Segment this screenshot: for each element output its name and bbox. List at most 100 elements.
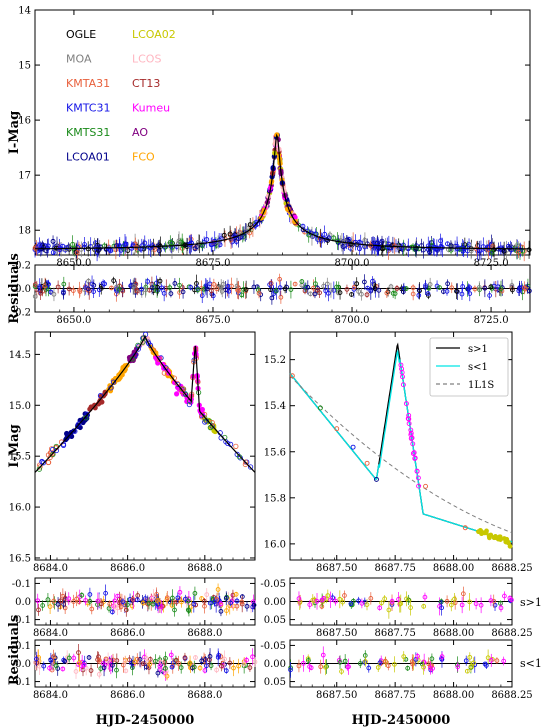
zoom-right-point: [405, 416, 411, 422]
res-left-2-point: [244, 657, 249, 663]
zoom-left-xtick-label: 8684.0: [33, 563, 68, 574]
res-left-2-point: [96, 657, 102, 663]
res-left-1-point: [201, 598, 207, 604]
main-point: [32, 245, 38, 251]
main-point: [327, 232, 333, 238]
main-residuals-point: [499, 288, 505, 294]
main-point: [399, 245, 405, 251]
main-residuals-point: [372, 286, 378, 291]
zoom-right-xlabel: HJD-2450000: [352, 713, 451, 727]
res-right-2-point: [345, 664, 350, 670]
main-residuals-point: [487, 293, 492, 298]
zoom-right-point: [410, 451, 416, 456]
main-residuals-point: [344, 287, 350, 292]
main-residuals-point: [498, 286, 504, 292]
zoom-left-panel: 8684.0 8686.0 8688.0 14.5 15.0 15.5 16.0 16.5: [9, 331, 256, 574]
main-residuals-point: [256, 290, 262, 296]
zoom-left-point: [174, 380, 180, 387]
main-residuals-ytick-label: 0.0: [15, 284, 31, 295]
zoom-right-point: [415, 475, 421, 481]
res-left-2-point: [236, 663, 241, 669]
res-left-2-point: [204, 663, 209, 669]
zoom-right-point: [399, 370, 405, 375]
main-residuals-point: [394, 286, 400, 291]
main-residuals-point: [370, 278, 375, 284]
res-left-1-point: [218, 601, 224, 607]
main-residuals-point: [331, 287, 337, 293]
main-residuals-point: [325, 290, 331, 296]
main-point: [106, 246, 112, 252]
res-left-1-point: [154, 598, 160, 603]
legend-entry: OGLE: [66, 28, 96, 41]
res-left-1-point: [107, 601, 113, 607]
main-residuals-point: [254, 284, 260, 290]
main-point: [244, 228, 250, 234]
main-residuals-point: [134, 288, 140, 294]
res-left-1-point: [172, 607, 177, 613]
zoom-right-legend-label: s<1: [468, 362, 488, 373]
main-residuals-point: [167, 285, 173, 290]
zoom-left-point: [45, 459, 51, 466]
res-left-2-point: [86, 655, 92, 660]
main-residuals-point: [100, 281, 106, 286]
legend-entry: FCO: [132, 151, 155, 164]
res-right-2-point: [306, 658, 311, 663]
main-residuals-point: [292, 281, 298, 287]
main-residuals-point: [509, 283, 515, 288]
res-left-1-point: [239, 599, 245, 605]
main-point: [50, 250, 56, 255]
zoom-left-frame: [34, 331, 256, 561]
main-residuals-point: [155, 284, 160, 290]
res-left-2-point: [252, 659, 258, 665]
main-residuals-point: [159, 285, 165, 291]
main-residuals-point: [403, 286, 409, 291]
main-point: [142, 240, 148, 246]
res-left-2-point: [76, 650, 81, 655]
res-right-2-point: [484, 663, 489, 668]
res-right-2-point: [337, 659, 343, 665]
zoom-right-point: [334, 426, 340, 432]
main-residuals-point: [145, 279, 151, 284]
res-left-2-point: [250, 654, 255, 660]
res-left-2-point: [71, 655, 77, 661]
zoom-right-point: [408, 427, 414, 433]
zoom-left-xlabel: HJD-2450000: [96, 713, 195, 727]
main-residuals-point: [365, 285, 370, 291]
zoom-left-point: [174, 391, 180, 397]
zoom-right-series-2: [289, 375, 513, 534]
res-left-2-point: [132, 659, 138, 665]
res-left-2-point: [222, 656, 227, 662]
main-point: [82, 242, 87, 248]
zoom-left-point: [175, 381, 181, 388]
main-residuals-point: [476, 285, 482, 290]
main-residuals-point: [131, 283, 137, 289]
res-left-2-point: [47, 665, 52, 671]
res-right-2-point: [320, 652, 326, 658]
res-right-2-point: [467, 654, 473, 660]
zoom-left-point: [37, 464, 43, 470]
main-residuals-point: [91, 289, 96, 294]
main-residuals-point: [109, 285, 114, 291]
main-residuals-ylabel: Residuals: [7, 253, 22, 324]
main-point: [189, 241, 194, 246]
main-residuals-point: [139, 286, 144, 292]
res-right-1-point: [359, 601, 365, 606]
res-right-1-point: [382, 596, 387, 602]
res-left-1-point: [40, 603, 45, 608]
main-residuals-point: [516, 288, 522, 294]
zoom-right-ytick-label: 16.0: [264, 539, 286, 550]
res-left-2-point: [60, 666, 66, 672]
main-residuals-point: [417, 288, 422, 294]
res-right-1-point: [307, 602, 313, 607]
main-point: [123, 241, 129, 247]
main-residuals-point: [449, 285, 455, 291]
res-right-1-point: [348, 601, 354, 606]
main-point: [322, 231, 328, 237]
res-left-1-point: [140, 600, 146, 606]
main-point: [192, 246, 198, 252]
zoom-left-point: [183, 391, 189, 398]
main-residuals-point: [277, 285, 283, 290]
zoom-left-point: [161, 370, 167, 376]
zoom-right-point: [505, 539, 511, 545]
